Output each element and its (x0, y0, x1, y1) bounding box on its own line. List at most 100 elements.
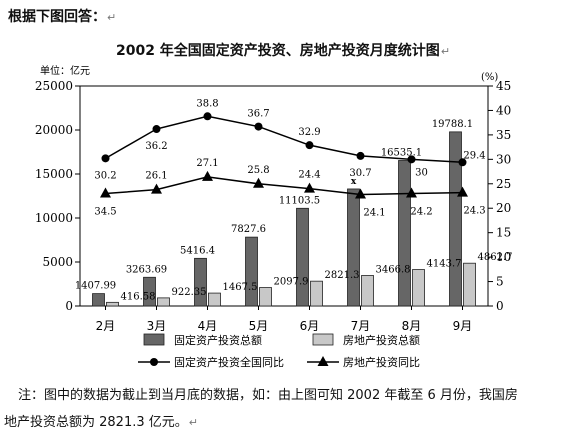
footnote-line-1: 注：图中的数据为截止到当月底的数据，如：由上图可知 2002 年截至 6 月份，… (18, 388, 518, 403)
legend-swatch-bar (312, 333, 334, 346)
paragraph-mark-icon: ↵ (107, 11, 117, 24)
fixed-investment-yoy-data-label: 29.4 (463, 150, 485, 161)
combo-chart: 0 5000 10000 15000 20000 25000 0 5 10 15 20 25 30 35 4… (35, 64, 513, 369)
fixed-investment-data-label: 7827.6 (231, 224, 266, 235)
left-axis-tick-label: 5000 (42, 255, 73, 269)
x-axis-category-label: 3月 (147, 319, 167, 333)
real-estate-yoy-point (457, 186, 468, 197)
real-estate-yoy-data-label: 24.2 (410, 207, 432, 218)
fixed-investment-data-label: 3263.69 (126, 264, 167, 275)
fixed-investment-data-label: 19788.1 (432, 119, 473, 130)
x-axis-category-label: 7月 (351, 319, 371, 333)
real-estate-bar (157, 297, 170, 307)
x-axis-category-label: 8月 (402, 319, 422, 333)
fixed-investment-yoy-point (203, 112, 212, 121)
fixed-investment-data-label: 11103.5 (279, 195, 320, 206)
real-estate-yoy-point (406, 187, 417, 198)
left-axis-tick-label: 15000 (35, 167, 73, 181)
question-intro: 根据下图回答：↵ (8, 6, 116, 26)
real-estate-bar (208, 292, 221, 307)
x-axis-category-label: 2月 (96, 319, 116, 333)
legend-marker-circle (150, 358, 158, 366)
fixed-investment-yoy-data-label: 30.2 (94, 170, 116, 181)
real-estate-yoy-point (355, 188, 366, 199)
fixed-investment-bar (449, 131, 462, 307)
fixed-investment-bar (245, 236, 258, 307)
fixed-investment-yoy-data-label: 36.2 (145, 141, 167, 152)
left-axis-unit-label: 单位：亿元 (40, 64, 90, 77)
fixed-investment-yoy-data-label: 38.8 (196, 98, 218, 109)
real-estate-data-label: 2821.3 (325, 270, 360, 281)
fixed-investment-yoy-data-label: 36.7 (247, 109, 269, 120)
fixed-investment-yoy-line (105, 115, 463, 164)
real-estate-yoy-point (100, 187, 111, 198)
fixed-investment-data-label: 16535.1 (381, 147, 422, 158)
fixed-investment-yoy-point (407, 155, 416, 164)
legend-label: 房地产投资总额 (343, 333, 420, 347)
legend-label: 固定资产投资全国同比 (174, 355, 284, 369)
right-axis-tick-label: 30 (496, 152, 511, 166)
footnote-line-2: 地产投资总额为 2821.3 亿元。 (4, 415, 188, 430)
legend-label: 固定资产投资总额 (174, 333, 262, 347)
legend-swatch-bar (143, 333, 165, 346)
real-estate-data-label: 4143.7 (427, 259, 462, 270)
legend-marker-triangle (317, 356, 329, 366)
real-estate-yoy-data-label: 26.1 (145, 171, 167, 182)
fixed-investment-data-label: 1407.99 (75, 281, 116, 292)
chart-title-text: 2002 年全国固定资产投资、房地产投资月度统计图 (115, 43, 440, 59)
real-estate-yoy-data-label: 24.1 (363, 208, 385, 219)
real-estate-data-label: 922.35 (172, 287, 207, 298)
right-axis-tick-label: 0 (496, 299, 504, 313)
question-intro-text: 根据下图回答： (8, 9, 106, 25)
legend-label: 房地产投资同比 (343, 355, 420, 369)
x-axis-category-label: 4月 (198, 319, 218, 333)
fixed-investment-bar (347, 188, 360, 307)
paragraph-mark-icon: ↵ (188, 416, 198, 429)
real-estate-yoy-point (202, 170, 213, 181)
left-axis-tick-label: 20000 (35, 123, 73, 137)
fixed-investment-bar (143, 276, 156, 307)
july-bar-mark: x (351, 177, 357, 187)
real-estate-data-label: 3466.8 (376, 264, 411, 275)
real-estate-yoy-line (105, 176, 463, 196)
fixed-investment-yoy-data-label: 30 (415, 167, 428, 178)
paragraph-mark-icon: ↵ (440, 45, 451, 58)
real-estate-bar (310, 280, 323, 307)
fixed-investment-yoy-point (152, 125, 161, 134)
real-estate-bar (361, 275, 374, 307)
fixed-investment-data-label: 5416.4 (180, 245, 215, 256)
plot-frame (79, 85, 489, 307)
right-axis-tick-label: 45 (496, 79, 511, 93)
right-axis-tick-label: 20 (496, 201, 511, 215)
fixed-investment-yoy-point (254, 122, 263, 131)
x-axis-category-label: 6月 (300, 319, 320, 333)
fixed-investment-yoy-data-label: 30.7 (349, 168, 371, 179)
right-axis-tick-label: 40 (496, 103, 511, 117)
fixed-investment-bar (194, 257, 207, 307)
real-estate-yoy-data-label: 25.8 (247, 165, 269, 176)
real-estate-yoy-data-label: 24.4 (298, 170, 320, 181)
real-estate-bar (106, 301, 119, 307)
right-axis-tick-label: 35 (496, 128, 511, 142)
right-axis-tick-label: 10 (496, 250, 511, 264)
fixed-investment-bar (398, 160, 411, 307)
right-axis-tick-label: 5 (496, 275, 504, 289)
footnote-line-2-wrap: 地产投资总额为 2821.3 亿元。↵ (4, 409, 560, 436)
x-axis-category-label: 5月 (249, 319, 269, 333)
fixed-investment-yoy-point (356, 151, 365, 160)
real-estate-data-label: 4862.7 (478, 252, 513, 263)
left-axis-tick-label: 0 (65, 299, 73, 313)
fixed-investment-bar (296, 207, 309, 307)
fixed-investment-yoy-point (458, 158, 467, 167)
real-estate-yoy-point (253, 177, 264, 188)
real-estate-data-label: 1467.5 (223, 282, 258, 293)
real-estate-yoy-data-label: 24.3 (463, 206, 485, 217)
right-axis-unit-label: (%) (481, 72, 498, 83)
real-estate-yoy-point (151, 183, 162, 194)
real-estate-yoy-data-label: 34.5 (94, 207, 116, 218)
real-estate-data-label: 2097.9 (274, 277, 309, 288)
right-axis-tick-label: 15 (496, 226, 511, 240)
real-estate-bar (259, 287, 272, 307)
fixed-investment-yoy-point (305, 141, 314, 150)
right-axis-tick-label: 25 (496, 177, 511, 191)
